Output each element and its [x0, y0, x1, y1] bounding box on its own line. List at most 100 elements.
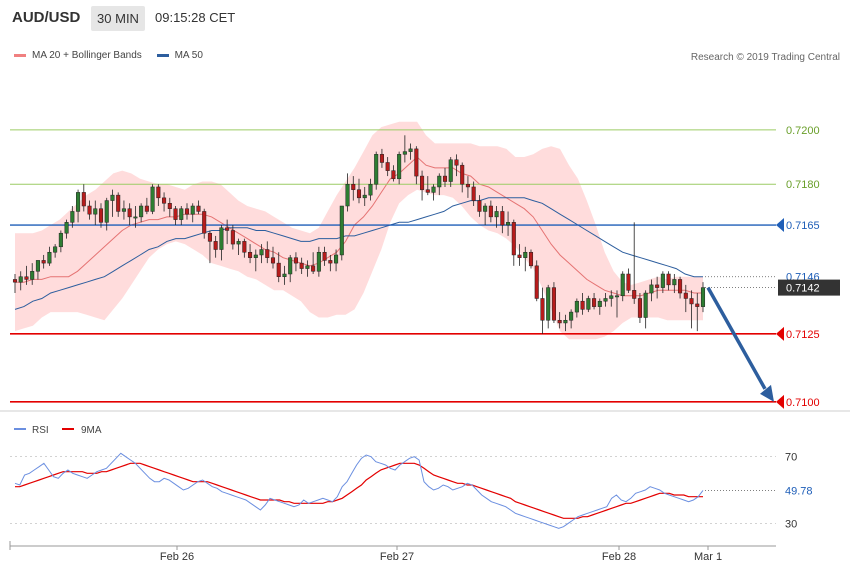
candle-body	[259, 249, 264, 256]
candle-body	[202, 211, 207, 234]
candle-body	[242, 241, 247, 253]
candle-body	[167, 203, 172, 209]
candle-body	[431, 186, 436, 193]
bollinger-band	[15, 121, 703, 340]
candle-body	[104, 200, 109, 223]
candle-body	[488, 205, 493, 218]
candle-body	[523, 251, 528, 258]
candle-body	[586, 298, 591, 310]
candle-body	[483, 205, 488, 212]
candle-body	[620, 273, 625, 297]
level-label: 0.7200	[786, 125, 820, 137]
candle-body	[93, 208, 98, 215]
level-label: 0.7165	[786, 220, 820, 232]
candle-body	[557, 319, 562, 324]
candle-body	[569, 311, 574, 321]
candle-body	[179, 208, 184, 220]
level-marker	[776, 218, 784, 233]
rsi-legend-label: RSI	[32, 425, 49, 436]
rsi-tick-label: 70	[785, 452, 797, 464]
candle-body	[420, 175, 425, 190]
candle-body	[385, 162, 390, 171]
candle-body	[563, 319, 568, 324]
candle-body	[506, 222, 511, 226]
rsi-line	[14, 452, 704, 529]
candle-body	[24, 276, 29, 280]
candle-body	[133, 216, 138, 219]
candle-body	[660, 273, 665, 288]
forecast-arrow-head	[760, 384, 774, 402]
candle-body	[76, 192, 81, 212]
candle-body	[282, 273, 287, 277]
candle-body	[477, 200, 482, 212]
candle-body	[116, 194, 121, 212]
candle-body	[316, 251, 321, 272]
candle-body	[540, 298, 545, 321]
candle-body	[305, 265, 310, 269]
candle-body	[311, 265, 316, 272]
candle-body	[196, 205, 201, 212]
rsi-tick-label: 30	[785, 518, 797, 530]
candle-body	[546, 287, 551, 321]
candle-body	[87, 205, 92, 215]
symbol-label: AUD/USD	[12, 9, 81, 26]
price-legend: MA 20 + Bollinger Bands MA 50	[14, 50, 203, 61]
legend-ma20: MA 20 + Bollinger Bands	[32, 50, 142, 61]
ma20-line	[15, 156, 703, 297]
rsi-ma-legend-label: 9MA	[81, 425, 102, 436]
forecast-arrow-line	[706, 286, 767, 390]
candle-body	[328, 260, 333, 264]
candle-body	[81, 192, 86, 207]
candle-body	[551, 287, 556, 321]
candle-body	[139, 205, 144, 218]
timestamp: 09:15:28 CET	[155, 10, 236, 25]
level-label: 0.7125	[786, 329, 820, 341]
candle-body	[460, 164, 465, 185]
candle-body	[666, 273, 671, 286]
candle-body	[609, 295, 614, 299]
candle-body	[288, 257, 293, 275]
candle-body	[339, 205, 344, 256]
candle-body	[362, 194, 367, 199]
candle-body	[184, 208, 190, 215]
candle-body	[225, 227, 230, 231]
copyright-text: Research © 2019 Trading Central	[690, 52, 840, 63]
candle-body	[689, 298, 694, 305]
level-marker	[776, 394, 784, 409]
candle-body	[592, 298, 597, 307]
chart-header: AUD/USD 30 MIN 09:15:28 CET	[0, 0, 850, 38]
candle-body	[494, 211, 499, 218]
candle-body	[219, 227, 224, 250]
candle-body	[70, 211, 75, 223]
candle-body	[528, 251, 534, 267]
candle-body	[695, 303, 700, 307]
candle-body	[597, 300, 602, 307]
candle-body	[47, 251, 52, 264]
candle-body	[448, 159, 453, 182]
candle-body	[442, 175, 448, 182]
candle-body	[672, 279, 677, 286]
candle-body	[230, 230, 235, 245]
candle-body	[649, 284, 654, 294]
candle-body	[236, 241, 241, 245]
candle-body	[293, 257, 298, 264]
candle-body	[18, 276, 23, 283]
candle-body	[465, 183, 470, 188]
candle-body	[534, 265, 539, 299]
legend-ma50: MA 50	[174, 50, 203, 61]
ma50-line	[14, 197, 703, 310]
candle-body	[374, 154, 379, 185]
timeframe-button[interactable]: 30 MIN	[91, 6, 145, 31]
level-marker	[776, 326, 784, 341]
candle-body	[368, 183, 373, 196]
candle-body	[248, 251, 253, 258]
rsi-ma-line	[15, 462, 703, 519]
x-tick-label: Feb 27	[380, 551, 414, 563]
candle-body	[517, 254, 522, 258]
candle-body	[678, 279, 683, 294]
candle-body	[637, 298, 642, 318]
candle-body	[643, 292, 648, 318]
candle-body	[35, 260, 40, 272]
ma50-swatch	[156, 54, 169, 57]
candle-body	[626, 273, 631, 291]
